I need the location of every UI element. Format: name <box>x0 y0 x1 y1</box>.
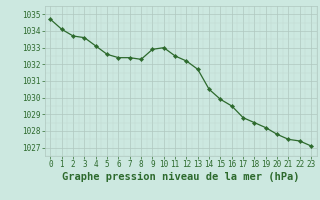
X-axis label: Graphe pression niveau de la mer (hPa): Graphe pression niveau de la mer (hPa) <box>62 172 300 182</box>
